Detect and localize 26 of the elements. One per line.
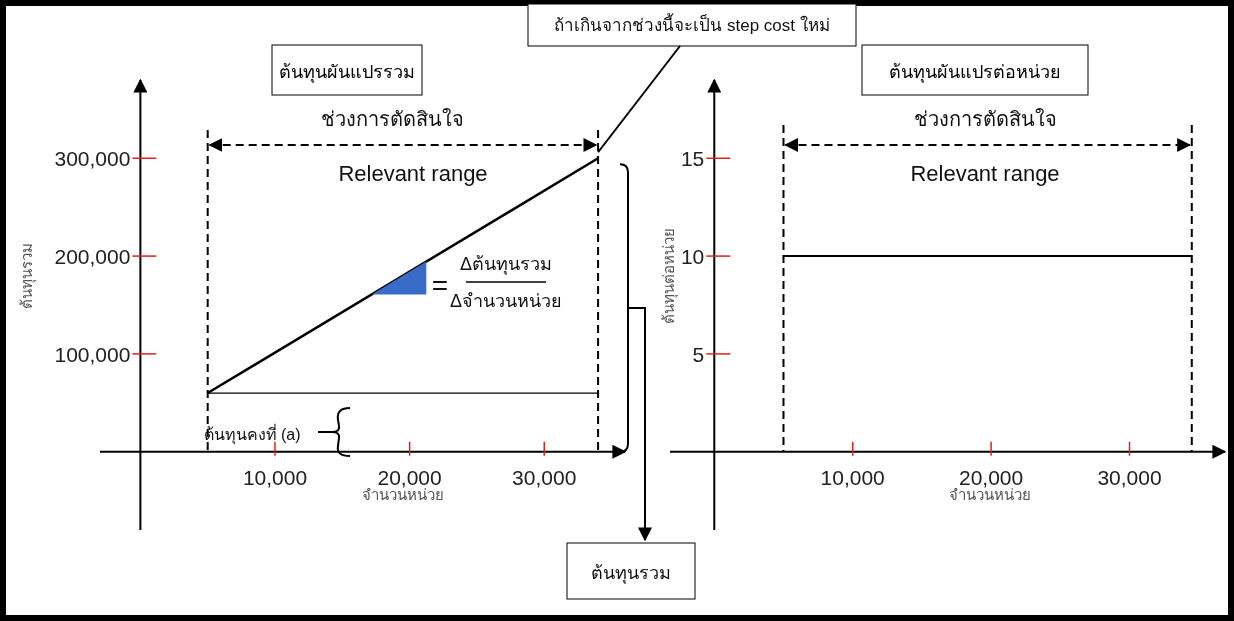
- y-tick-label: 200,000: [54, 245, 131, 269]
- x-tick-label: 10,000: [820, 465, 885, 489]
- y-tick-label: 10: [680, 245, 705, 269]
- annotation: ถ้าเกินจากช่วงนี้จะเป็น step cost ใหม่: [554, 13, 830, 35]
- x-tick-label: 20,000: [377, 465, 442, 489]
- x-tick-label: 10,000: [242, 465, 308, 489]
- y-tick-label: 100,000: [54, 342, 131, 366]
- x-tick-label: 20,000: [958, 465, 1024, 489]
- annotation: =: [431, 270, 449, 301]
- annotation: ช่วงการตัดสินใจ: [320, 108, 464, 130]
- annotation: Relevant range: [338, 161, 488, 186]
- y-axis-title: ต้นทุนรวม: [18, 242, 37, 309]
- annotation: Relevant range: [910, 161, 1060, 186]
- y-tick-label: 300,000: [54, 147, 131, 171]
- annotation: Δจำนวนหน่วย: [449, 291, 563, 311]
- y-tick-label: 5: [692, 342, 705, 366]
- y-tick-label: 15: [680, 147, 705, 171]
- x-tick-label: 30,000: [1097, 465, 1162, 489]
- annotation: ต้นทุนคงที่ (a): [203, 423, 301, 445]
- text: ต้นทุนรวม: [591, 563, 671, 584]
- x-tick-label: 30,000: [512, 465, 577, 489]
- y-axis-title: ต้นทุนต่อหน่วย: [660, 227, 679, 324]
- annotation: ช่วงการตัดสินใจ: [913, 108, 1057, 130]
- chart-title: ต้นทุนผันแปรรวม: [279, 62, 415, 83]
- annotation: Δต้นทุนรวม: [459, 254, 553, 275]
- chart-title: ต้นทุนผันแปรต่อหน่วย: [889, 62, 1061, 83]
